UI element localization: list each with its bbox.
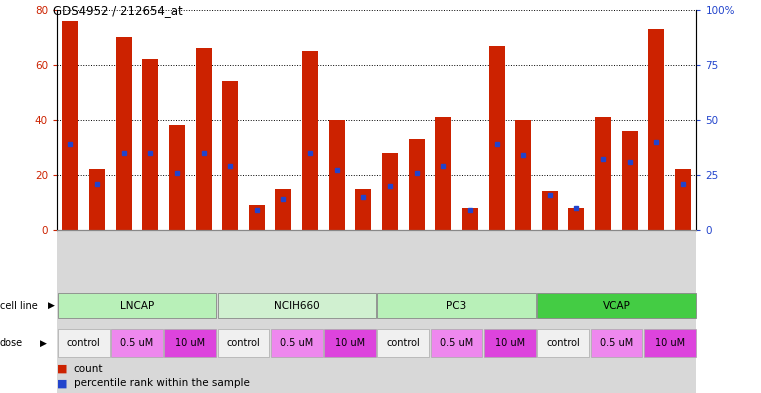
- Bar: [58, 329, 110, 357]
- Bar: [382, 153, 398, 230]
- Text: 10 uM: 10 uM: [654, 338, 685, 348]
- Bar: [537, 329, 589, 357]
- Text: 10 uM: 10 uM: [495, 338, 525, 348]
- Text: 10 uM: 10 uM: [175, 338, 205, 348]
- Bar: [271, 329, 323, 357]
- Text: ▶: ▶: [40, 338, 47, 347]
- Text: NCIH660: NCIH660: [274, 301, 320, 310]
- Bar: [409, 139, 425, 230]
- Bar: [542, 191, 558, 230]
- Bar: [648, 29, 664, 230]
- Bar: [591, 329, 642, 357]
- Bar: [675, 169, 691, 230]
- Text: cell line: cell line: [0, 301, 38, 310]
- Bar: [218, 329, 269, 357]
- Bar: [644, 329, 696, 357]
- Bar: [302, 51, 318, 230]
- Bar: [355, 189, 371, 230]
- Text: percentile rank within the sample: percentile rank within the sample: [74, 378, 250, 388]
- Text: control: control: [67, 338, 100, 348]
- Bar: [462, 208, 478, 230]
- Bar: [249, 205, 265, 230]
- Text: dose: dose: [0, 338, 23, 348]
- Bar: [116, 37, 132, 230]
- Bar: [222, 81, 238, 230]
- Bar: [595, 117, 611, 230]
- Bar: [537, 293, 696, 318]
- Text: count: count: [74, 364, 103, 374]
- Bar: [329, 120, 345, 230]
- Bar: [622, 131, 638, 230]
- Bar: [435, 117, 451, 230]
- Bar: [377, 293, 536, 318]
- Text: 0.5 uM: 0.5 uM: [280, 338, 314, 348]
- Bar: [58, 293, 216, 318]
- Bar: [62, 21, 78, 230]
- Bar: [431, 329, 482, 357]
- Bar: [142, 59, 158, 230]
- Bar: [218, 293, 376, 318]
- Bar: [489, 46, 505, 230]
- Text: 0.5 uM: 0.5 uM: [600, 338, 633, 348]
- Bar: [568, 208, 584, 230]
- Bar: [377, 329, 429, 357]
- Bar: [111, 329, 163, 357]
- Text: VCAP: VCAP: [603, 301, 630, 310]
- Bar: [515, 120, 531, 230]
- Text: 10 uM: 10 uM: [335, 338, 365, 348]
- Bar: [169, 125, 185, 230]
- Text: ▶: ▶: [48, 301, 55, 310]
- Text: PC3: PC3: [447, 301, 466, 310]
- Bar: [57, 230, 696, 393]
- Text: control: control: [546, 338, 580, 348]
- Text: control: control: [387, 338, 420, 348]
- Text: ■: ■: [57, 378, 68, 388]
- Text: GDS4952 / 212654_at: GDS4952 / 212654_at: [53, 4, 183, 17]
- Text: LNCAP: LNCAP: [119, 301, 154, 310]
- Bar: [324, 329, 376, 357]
- Text: 0.5 uM: 0.5 uM: [120, 338, 154, 348]
- Bar: [196, 48, 212, 230]
- Bar: [275, 189, 291, 230]
- Bar: [484, 329, 536, 357]
- Bar: [89, 169, 105, 230]
- Bar: [164, 329, 216, 357]
- Text: control: control: [227, 338, 260, 348]
- Text: ■: ■: [57, 364, 68, 374]
- Text: 0.5 uM: 0.5 uM: [440, 338, 473, 348]
